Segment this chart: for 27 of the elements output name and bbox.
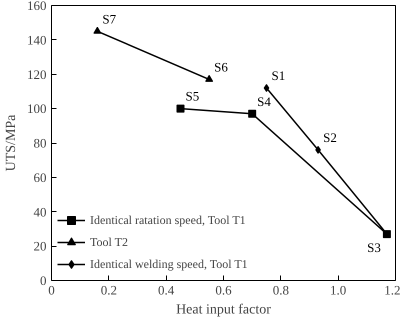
- annotation: S4: [257, 94, 272, 109]
- x-tick-label: 0.8: [272, 282, 289, 298]
- x-axis-title: Heat input factor: [176, 302, 272, 318]
- legend-label: Tool T2: [90, 234, 128, 250]
- legend-label: Identical ratation speed, Tool T1: [90, 212, 246, 228]
- y-tick-label: 80: [34, 136, 46, 150]
- y-tick-label: 20: [34, 238, 46, 254]
- y-tick-label: 120: [27, 66, 46, 82]
- annotation: S5: [186, 88, 200, 104]
- y-axis-title: UTS/MPa: [4, 114, 19, 172]
- y-tick-label: 100: [27, 101, 46, 116]
- annotation: S2: [323, 130, 337, 145]
- annotation: S3: [367, 240, 381, 256]
- legend-label: Identical welding speed, Tool T1: [90, 256, 248, 272]
- y-tick-label: 140: [27, 32, 46, 48]
- y-tick-label: 40: [34, 204, 46, 220]
- x-tick-label: 1.0: [330, 282, 346, 298]
- annotation: S7: [102, 11, 117, 26]
- y-tick-label: 60: [34, 170, 46, 185]
- x-tick-label: 0.4: [158, 282, 175, 298]
- annotation: S6: [214, 59, 228, 74]
- x-tick-label: 1.2: [384, 282, 400, 298]
- x-tick-label: 0.2: [100, 282, 117, 298]
- annotation: S1: [272, 68, 286, 83]
- x-tick-label: 0.6: [215, 282, 232, 298]
- y-tick-label: 0: [40, 273, 46, 288]
- y-tick-label: 160: [27, 0, 46, 13]
